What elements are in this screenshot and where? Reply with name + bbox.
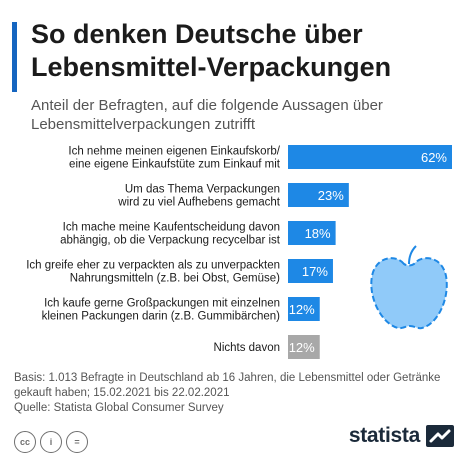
- bar-value-label-4: 17%: [302, 264, 328, 279]
- footer-notes: Basis: 1.013 Befragte in Deutschland ab …: [14, 371, 459, 416]
- category-label-3-line-1: Ich mache meine Kaufentscheidung davon: [63, 222, 280, 234]
- footer-basis: Basis: 1.013 Befragte in Deutschland ab …: [14, 372, 441, 399]
- bar-1: [288, 145, 452, 169]
- license-icons: cc i =: [14, 431, 88, 453]
- chart-subtitle: Anteil der Befragten, auf die folgende A…: [31, 97, 383, 133]
- bar-3: [288, 221, 336, 245]
- statista-brand[interactable]: statista: [349, 424, 454, 448]
- bar-4: [288, 259, 333, 283]
- bar-5: [288, 297, 320, 321]
- category-label-1-line-1: Ich nehme meinen eigenen Einkaufskorb/: [68, 146, 280, 158]
- footer-source: Quelle: Statista Global Consumer Survey: [14, 402, 224, 414]
- bar-value-label-2: 23%: [318, 188, 344, 203]
- title-accent-bar: [12, 22, 17, 92]
- bar-value-label-1: 62%: [421, 150, 447, 165]
- chart-title: So denken Deutsche über Lebensmittel-Ver…: [31, 19, 392, 82]
- category-label-3-line-2: abhängig, ob die Verpackung recycelbar i…: [60, 235, 281, 247]
- bar-value-label-6: 12%: [289, 340, 315, 355]
- bar-value-label-5: 12%: [289, 302, 315, 317]
- category-label-5-line-1: Ich kaufe gerne Großpackungen mit einzel…: [44, 298, 280, 310]
- attribution-icon[interactable]: i: [40, 431, 62, 453]
- category-label-2-line-1: Um das Thema Verpackungen: [125, 184, 280, 196]
- category-label-2-line-2: wird zu viel Aufhebens gemacht: [117, 197, 281, 209]
- statista-logo-icon: [426, 425, 454, 447]
- category-label-4-line-1: Ich greife eher zu verpackten als zu unv…: [26, 260, 280, 272]
- category-label-4-line-2: Nahrungsmitteln (z.B. bei Obst, Gemüse): [70, 273, 280, 285]
- category-label-1-line-2: eine eigene Einkaufstüte zum Einkauf mit: [69, 159, 281, 171]
- statista-logo-text: statista: [348, 424, 420, 447]
- bar-2: [288, 183, 349, 207]
- bar-chart-svg: 62% Ich nehme meinen eigenen Einkaufskorb…: [26, 145, 452, 359]
- bar-chart: 62% Ich nehme meinen eigenen Einkaufskorb…: [0, 140, 468, 360]
- no-derivatives-icon[interactable]: =: [66, 431, 88, 453]
- bar-6: [288, 335, 320, 359]
- category-label-6-line-1: Nichts davon: [214, 342, 280, 354]
- apple-icon: [370, 245, 448, 330]
- bar-value-label-3: 18%: [305, 226, 331, 241]
- category-label-5-line-2: kleinen Packungen darin (z.B. Gummibärch…: [42, 311, 281, 323]
- creative-commons-icon[interactable]: cc: [14, 431, 36, 453]
